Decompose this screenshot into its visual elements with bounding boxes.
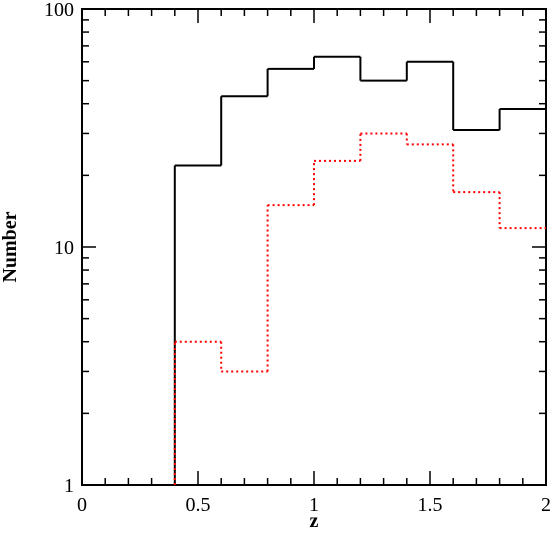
y-tick-label: 100 bbox=[44, 0, 74, 21]
x-tick-label: 0.5 bbox=[186, 494, 211, 516]
x-tick-label: 2 bbox=[541, 494, 551, 516]
plot-frame bbox=[81, 8, 547, 486]
y-tick-label: 1 bbox=[64, 475, 74, 497]
x-tick-label: 1.5 bbox=[418, 494, 443, 516]
x-tick-label: 1 bbox=[309, 494, 319, 516]
y-tick-label: 10 bbox=[54, 237, 74, 259]
y-axis-label: Number bbox=[0, 211, 21, 282]
x-tick-label: 0 bbox=[77, 494, 87, 516]
x-axis-label: z bbox=[310, 510, 319, 532]
